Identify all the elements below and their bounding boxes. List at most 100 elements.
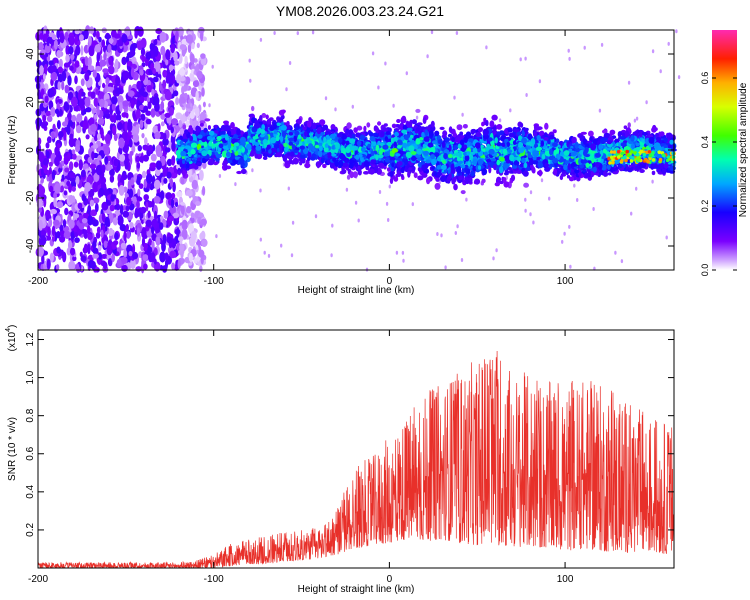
spectrogram-cell (385, 201, 389, 206)
spectrogram-cell (158, 81, 162, 91)
spectrogram-cell (107, 82, 114, 88)
spectrogram-cell (54, 108, 60, 115)
spectrogram-cell (126, 60, 133, 67)
spectrogram-cell (73, 161, 79, 168)
spectrogram-cell (128, 153, 132, 160)
spectrogram-cell (495, 248, 498, 253)
spectrogram-cell (56, 50, 62, 59)
spectrogram-cell (75, 44, 81, 56)
spectrogram-cell (109, 204, 115, 212)
spectrogram-cell (159, 222, 164, 230)
spectrogram-cell (170, 126, 174, 134)
spectrogram-cell (59, 32, 64, 41)
spectrogram-cell (126, 230, 131, 239)
spectrogram-cell (411, 202, 414, 207)
spectrogram-cell (81, 218, 88, 224)
spectrogram-cell (460, 258, 464, 262)
spectrogram-cell (163, 132, 167, 141)
spectrogram-cell (377, 85, 380, 90)
spectrogram-cell (150, 108, 156, 118)
spectrogram-cell (140, 206, 147, 214)
spectrogram-cell (112, 217, 118, 226)
spectrogram-cell (113, 33, 121, 39)
spectrogram-cell (50, 72, 58, 81)
spectrogram-cell (440, 233, 443, 238)
spectrogram-cell (45, 110, 52, 117)
spectrogram-cell (130, 67, 135, 78)
spectrogram-cell (119, 102, 123, 112)
spectrogram-cell (134, 124, 140, 135)
spectrogram-cell (169, 250, 177, 259)
spectrogram-cell (135, 109, 141, 119)
spectrogram-cell (481, 121, 485, 127)
spectrogram-cell (75, 175, 80, 185)
spectrogram-cell (120, 256, 128, 264)
spectrogram-cell (453, 183, 458, 191)
spectrogram-cell (114, 209, 121, 217)
spectrogram-cell (56, 231, 61, 239)
spectrogram-cell (288, 61, 292, 65)
spectrogram-cell (139, 69, 144, 76)
spectrogram-cell (108, 56, 113, 66)
spectrogram-cell (129, 222, 134, 229)
spectrogram-cell (200, 53, 206, 59)
spectrogram-cell (172, 181, 176, 193)
spectrogram-cell (296, 31, 299, 36)
spectrogram-cell (111, 253, 115, 263)
spectrogram-cell (122, 70, 130, 81)
spectrogram-cell (89, 199, 95, 207)
spectrogram-cell (143, 178, 148, 189)
spectrogram-cell (97, 117, 105, 126)
spectrogram-cell (143, 194, 149, 201)
spectrogram-cell (128, 250, 133, 257)
spectrogram-cell (635, 116, 639, 121)
spectrogram-cell (154, 131, 161, 140)
spectrogram-cell (40, 168, 45, 176)
spectrogram-cell (71, 114, 77, 123)
spectrogram-cell (169, 178, 174, 188)
spectrogram-cell (179, 243, 185, 252)
spectrogram-cell (84, 182, 92, 192)
spectrogram-cell (251, 105, 255, 112)
spectrogram-cell (75, 116, 82, 122)
spectrogram-cell (620, 259, 624, 264)
spectrogram-cell (651, 179, 654, 184)
spectrogram-cell (104, 133, 111, 144)
spectrogram-cell (146, 173, 153, 184)
spectrogram-cell (87, 215, 94, 226)
spectrogram-cell (259, 37, 263, 42)
spectrogram-cell (90, 91, 96, 99)
spectrogram-cell (481, 178, 486, 184)
spectrogram-cell (199, 169, 204, 181)
spectrogram-cell (87, 156, 92, 164)
spectrogram-cell (153, 45, 159, 57)
spectrogram-cell (110, 115, 116, 123)
spectrogram-cell (179, 67, 186, 76)
spectrogram-cell (88, 35, 92, 46)
spectrogram-cell (130, 99, 135, 109)
spectrogram-cell (96, 30, 100, 40)
spectrogram-cell (69, 172, 76, 179)
spectrogram-cell (171, 141, 176, 152)
spectrogram-cell (145, 118, 152, 125)
spectrogram-cell (136, 200, 140, 209)
spectrogram-cell (311, 30, 315, 35)
spectrogram-cell (124, 161, 129, 170)
spectrogram-cell (675, 29, 678, 34)
spectrogram-cell (182, 124, 187, 130)
spectrogram-cell (107, 164, 112, 171)
spectrogram-cell (193, 70, 196, 75)
spectrogram-cell (135, 266, 142, 272)
spectrogram-cell (567, 48, 570, 53)
spectrogram-cell (62, 219, 67, 228)
spectrogram-cell (127, 179, 132, 190)
spectrogram-cell (40, 177, 44, 184)
spectrogram-cell (190, 53, 195, 64)
spectrogram-cell (259, 237, 262, 242)
spectrogram-cell (140, 47, 146, 57)
spectrogram-cell (55, 264, 60, 271)
spectrogram-cell (105, 77, 110, 85)
spectrogram-cell (134, 210, 139, 219)
spectrogram-cell (51, 34, 57, 41)
spectrogram-cell (456, 224, 459, 229)
